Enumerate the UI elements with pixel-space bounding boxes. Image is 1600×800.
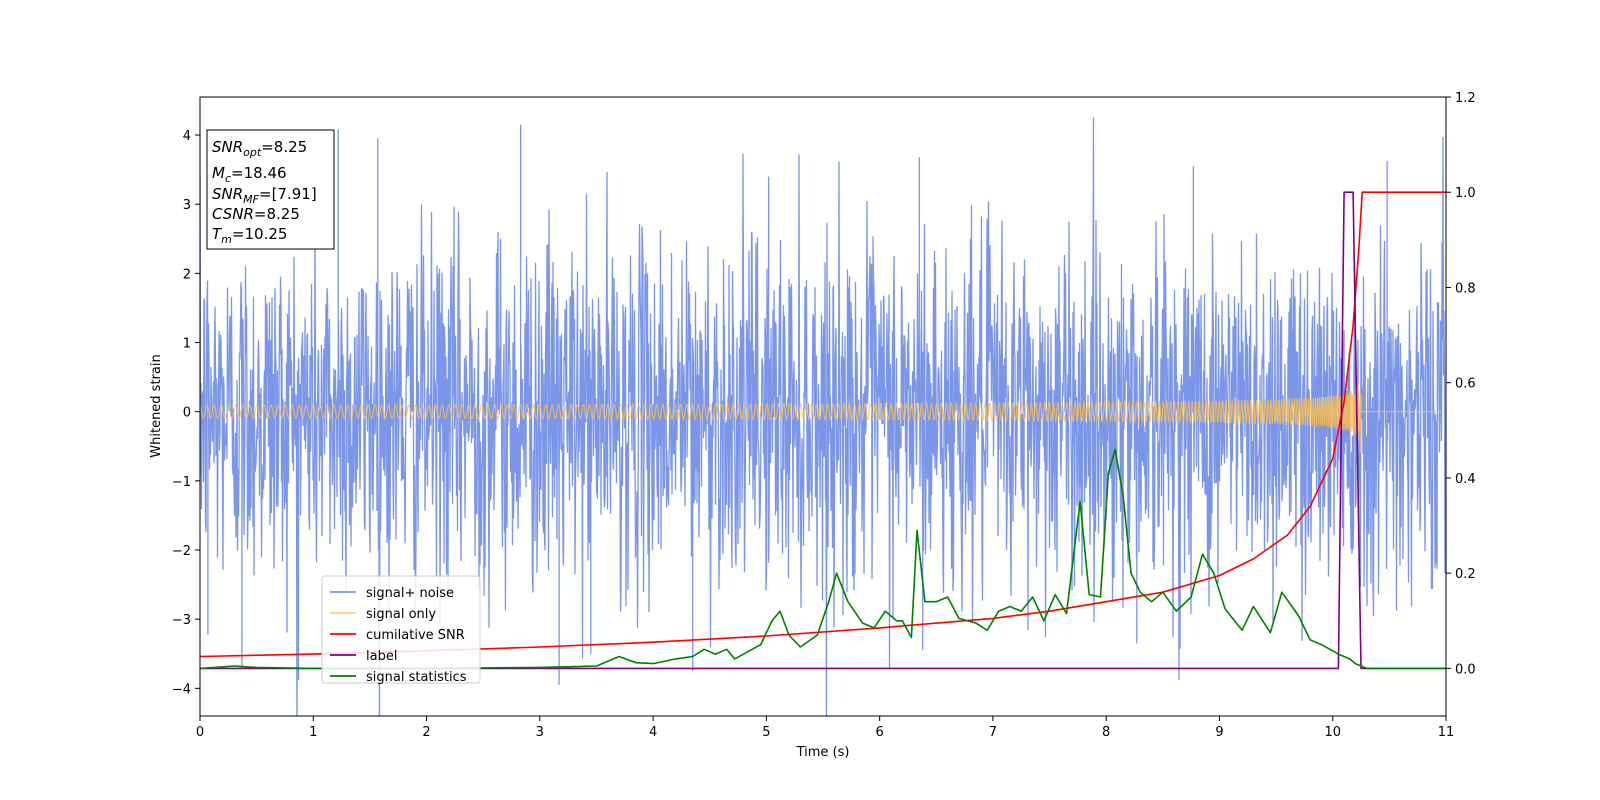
y-left-axis-ticks: −4 −3 −2 −1 0 1 2 3 4 [172,129,200,697]
series-signal-noise [200,117,1446,716]
y-axis-label: Whitened strain [149,354,164,457]
x-tick-label: 1 [309,725,317,740]
y-left-tick-label: −2 [172,544,191,559]
x-tick-label: 10 [1324,725,1341,740]
x-tick-label: 3 [536,725,544,740]
x-tick-label: 11 [1438,725,1455,740]
x-axis-label: Time (s) [796,745,850,760]
y-right-tick-label: 0.8 [1455,281,1476,296]
info-mc: Mc=18.46 [212,164,287,185]
y-right-tick-label: 0.2 [1455,567,1476,582]
y-right-tick-label: 0.6 [1455,377,1476,392]
y-left-tick-label: −4 [172,682,191,697]
series-layer [200,117,1446,716]
series-signal-only [200,384,1446,454]
legend: signal+ noise signal only cumilative SNR la… [321,575,481,685]
x-tick-label: 9 [1215,725,1223,740]
info-csnr: CSNR=8.25 [212,205,300,223]
x-tick-label: 7 [989,725,997,740]
y-left-tick-label: 2 [183,267,191,282]
legend-entries: signal+ noise signal only cumilative SNR la… [330,586,467,685]
y-right-tick-label: 0.0 [1455,662,1476,677]
legend-label: signal statistics [366,670,467,685]
legend-frame [321,575,481,684]
legend-label: signal only [366,607,436,622]
y-right-tick-label: 1.2 [1455,91,1476,106]
info-box-frame [206,129,335,250]
info-tm: Tm=10.25 [212,225,287,246]
info-snr-mf: SNRMF=[7.91] [212,185,317,206]
legend-label: signal+ noise [366,586,454,601]
legend-label: label [366,649,397,664]
y-left-tick-label: −3 [172,613,191,628]
y-right-tick-label: 1.0 [1455,186,1476,201]
x-tick-label: 2 [422,725,430,740]
x-tick-label: 8 [1102,725,1110,740]
y-left-tick-label: 1 [183,337,191,352]
y-left-tick-label: 4 [183,129,191,144]
legend-label: cumilative SNR [366,628,465,643]
y-right-tick-label: 0.4 [1455,472,1476,487]
x-tick-label: 0 [196,725,204,740]
info-snr-opt: SNRopt=8.25 [212,138,307,159]
y-left-tick-label: −1 [172,475,191,490]
y-left-tick-label: 0 [183,406,191,421]
info-box: SNRopt=8.25 Mc=18.46 SNRMF=[7.91] CSNR=8… [206,129,335,250]
y-left-tick-label: 3 [183,198,191,213]
x-tick-label: 6 [875,725,883,740]
x-tick-label: 5 [762,725,770,740]
x-tick-label: 4 [649,725,657,740]
series-signal-statistics [200,448,1446,670]
plot-frame [199,96,1447,717]
x-axis-ticks: 0 1 2 3 4 5 6 7 8 9 10 11 [196,716,1454,740]
y-right-axis-ticks: 0.0 0.2 0.4 0.6 0.8 1.0 1.2 [1446,91,1476,677]
